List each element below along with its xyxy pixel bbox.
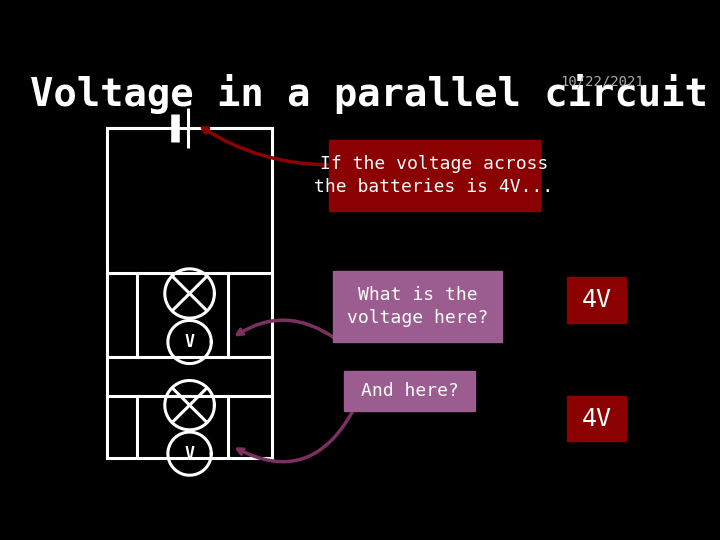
Text: 4V: 4V: [582, 288, 612, 312]
Text: 10/22/2021: 10/22/2021: [560, 74, 644, 88]
Text: What is the
voltage here?: What is the voltage here?: [347, 286, 488, 327]
Text: And here?: And here?: [361, 382, 459, 400]
FancyBboxPatch shape: [567, 396, 626, 441]
FancyBboxPatch shape: [329, 140, 539, 211]
Text: Voltage in a parallel circuit: Voltage in a parallel circuit: [30, 74, 708, 114]
FancyBboxPatch shape: [567, 278, 626, 323]
Text: 4V: 4V: [582, 407, 612, 430]
FancyBboxPatch shape: [344, 372, 475, 411]
Text: V: V: [184, 333, 194, 351]
FancyBboxPatch shape: [333, 271, 503, 342]
Text: If the voltage across
the batteries is 4V...: If the voltage across the batteries is 4…: [315, 155, 554, 197]
Text: V: V: [184, 444, 194, 463]
